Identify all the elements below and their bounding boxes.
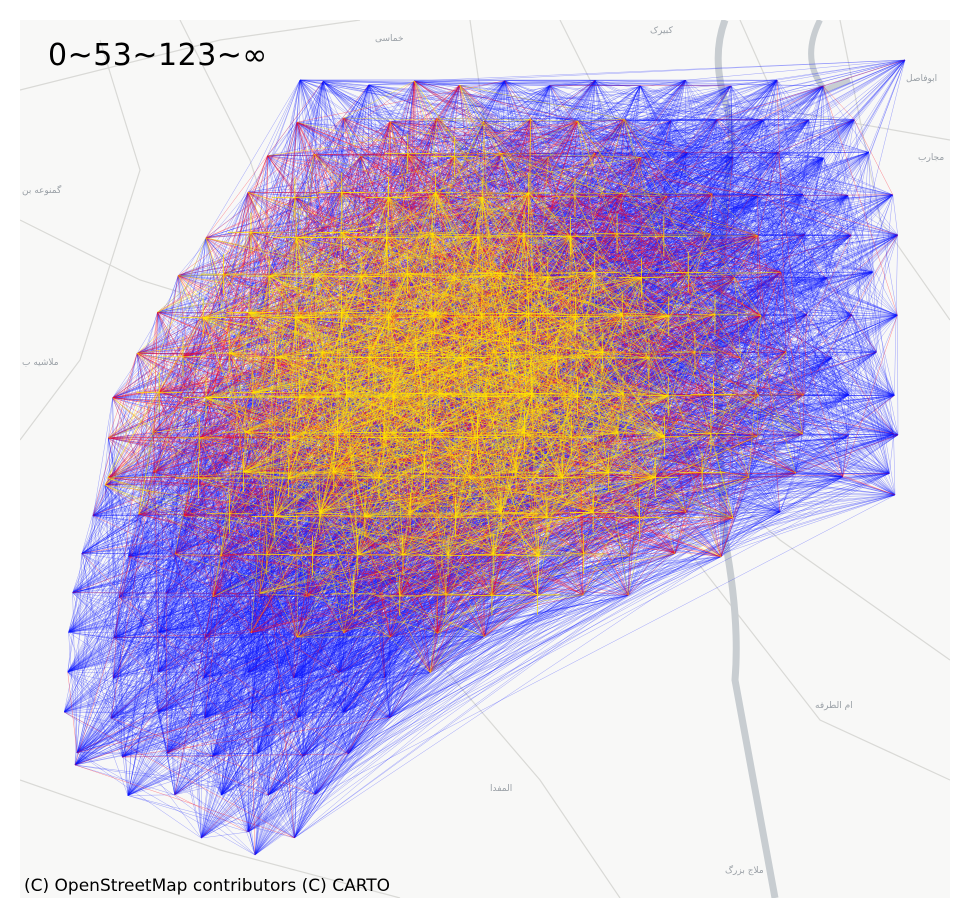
road-line	[20, 39, 141, 441]
road-line	[679, 539, 950, 781]
road-line	[419, 639, 621, 898]
place-label-umaltarfa: ام الطرفه	[815, 701, 853, 711]
place-label-khamasi: خماسی	[375, 34, 404, 44]
road-line	[20, 779, 401, 898]
road-line	[469, 20, 491, 161]
place-label-abufasel: ابوفاصل	[906, 74, 938, 84]
place-label-majarab: مجارب	[918, 153, 945, 163]
road-line	[20, 20, 361, 91]
legend-title: 0~53~123~∞	[48, 38, 268, 73]
place-label-mulashieh: ملاشیه ب	[22, 358, 59, 368]
place-label-kabirak: کبیرک	[650, 26, 673, 36]
place-label-gamnuea: گمنوعه بن	[22, 186, 62, 196]
map-attribution: (C) OpenStreetMap contributors (C) CARTO	[24, 876, 391, 896]
river-branch	[808, 20, 852, 94]
map-frame[interactable]: خماسی کبیرک ابوفاصل مجارب گمنوعه بن ملاش…	[20, 20, 950, 898]
core-grid	[136, 133, 738, 616]
place-label-malajbazrak: ملاج بزرگ	[725, 866, 764, 876]
network-map	[20, 20, 950, 898]
place-label-almafda: المفدا	[490, 784, 513, 794]
od-flow-edges	[64, 59, 906, 856]
